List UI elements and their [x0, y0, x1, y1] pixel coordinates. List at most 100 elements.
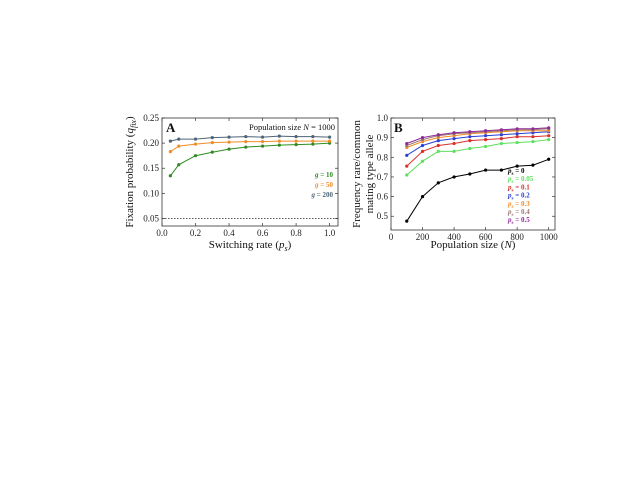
data-point	[405, 219, 409, 223]
panel-b-ylabel-line1: Frequency rare/common	[351, 120, 363, 228]
panel-b: B 0 200 400 600 800 1000 0.5 0.6 0.7 0.8 0.9 1.0 ps…	[351, 113, 558, 251]
data-point	[484, 168, 488, 172]
data-point	[468, 146, 472, 151]
data-point	[277, 134, 281, 138]
data-point	[177, 144, 181, 148]
data-point	[177, 137, 181, 141]
legend-entry-0: ps = 0	[507, 167, 525, 177]
x-tick-label: 0.6	[257, 228, 269, 238]
legend-entry-2: ps = 0.1	[507, 183, 530, 193]
data-point	[420, 159, 425, 163]
x-tick-label: 0.0	[156, 228, 168, 238]
y-tick-label: 0.10	[143, 188, 159, 198]
data-point	[515, 127, 519, 131]
panel-b-ylabel-line2: mating type allele	[364, 134, 376, 213]
panel-a-series	[168, 134, 332, 178]
series-line-4	[406, 130, 549, 148]
data-point	[468, 135, 472, 139]
data-point	[405, 141, 409, 146]
panel-a-letter: A	[166, 120, 176, 135]
x-tick-label: 800	[510, 232, 524, 242]
data-point	[405, 164, 409, 168]
panel-a-ylabel: Fixation probability (qfix)	[124, 116, 138, 228]
legend-entry-2: g = 200	[311, 191, 334, 199]
data-point	[311, 139, 315, 143]
legend-entry-3: ps = 0.2	[507, 192, 530, 202]
series-line-1	[406, 139, 549, 176]
data-point	[484, 138, 488, 142]
data-point	[420, 136, 425, 140]
data-point	[193, 142, 198, 146]
data-point	[531, 163, 535, 167]
y-tick-label: 0.9	[377, 133, 389, 143]
x-tick-label: 1.0	[324, 228, 336, 238]
series-line-6	[406, 127, 549, 144]
data-point	[468, 130, 472, 134]
data-point	[260, 140, 265, 144]
y-tick-label: 0.20	[143, 138, 159, 148]
y-tick-label: 0.5	[377, 211, 389, 221]
x-tick-label: 1000	[540, 232, 559, 242]
y-tick-label: 0.6	[377, 192, 389, 202]
x-tick-label: 0.4	[223, 228, 235, 238]
x-tick-label: 0.8	[290, 228, 302, 238]
data-point	[227, 140, 231, 144]
y-tick-label: 0.05	[143, 213, 159, 223]
series-line-2	[406, 135, 549, 167]
legend-entry-6: ps = 0.5	[507, 216, 530, 226]
data-point	[484, 134, 488, 138]
data-point	[294, 139, 298, 143]
data-point	[420, 149, 425, 154]
data-point	[210, 135, 214, 140]
series-line-5	[406, 128, 549, 146]
data-point	[193, 154, 198, 158]
y-tick-label: 0.8	[377, 152, 389, 162]
data-point	[499, 133, 503, 137]
data-point	[436, 149, 440, 154]
panel-b-frame	[390, 117, 556, 231]
data-point	[227, 135, 231, 139]
data-point	[452, 137, 456, 141]
data-point	[210, 141, 214, 145]
data-point	[468, 138, 472, 143]
data-point	[515, 135, 519, 139]
data-point	[244, 145, 248, 149]
series-line-0	[406, 158, 549, 222]
data-point	[531, 127, 535, 131]
y-tick-label: 1.0	[377, 113, 389, 123]
data-point	[277, 143, 281, 147]
data-point	[436, 181, 440, 185]
y-tick-label: 0.7	[377, 172, 389, 182]
panel-a-annotation: Population size N = 1000	[249, 122, 335, 132]
data-point	[452, 149, 456, 154]
data-point	[210, 150, 214, 154]
data-point	[244, 140, 248, 144]
data-point	[168, 174, 172, 178]
x-tick-label: 600	[479, 232, 493, 242]
data-point	[468, 172, 472, 176]
data-point	[294, 134, 298, 139]
data-point	[260, 135, 265, 139]
data-point	[328, 135, 332, 139]
data-point	[294, 143, 298, 147]
data-point	[531, 139, 535, 144]
data-point	[168, 150, 172, 154]
data-point	[277, 139, 281, 143]
legend-entry-4: ps = 0.3	[507, 200, 530, 210]
data-point	[547, 138, 551, 142]
x-tick-label: 200	[416, 232, 430, 242]
data-point	[193, 137, 198, 141]
panel-b-xlabel: Population size (N)	[431, 239, 516, 251]
panel-b-letter: B	[394, 120, 403, 135]
panel-a: A Population size N = 1000 0.0 0.2 0.4 0.6 0…	[124, 113, 339, 253]
data-point	[452, 175, 456, 179]
data-point	[436, 138, 440, 143]
data-point	[547, 157, 551, 161]
y-tick-label: 0.15	[143, 163, 159, 173]
data-point	[531, 135, 535, 139]
legend-entry-1: g = 50	[314, 181, 333, 189]
data-point	[436, 143, 440, 148]
